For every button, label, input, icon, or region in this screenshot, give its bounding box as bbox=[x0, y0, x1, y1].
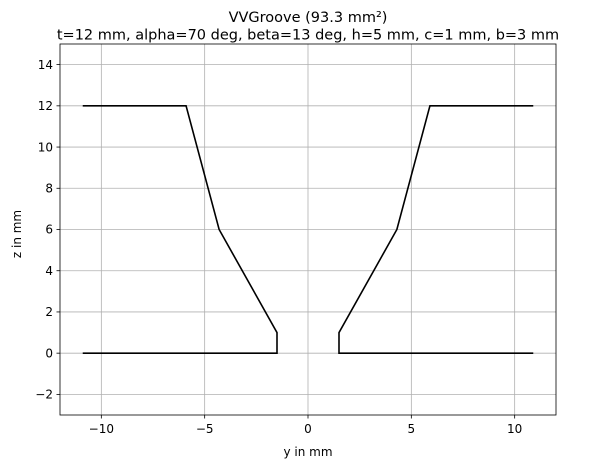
groove-profile-right bbox=[338, 105, 534, 354]
grid bbox=[60, 44, 556, 415]
x-tick-label: 10 bbox=[507, 422, 522, 436]
y-axis-label: z in mm bbox=[10, 210, 24, 258]
y-tick-label: 14 bbox=[38, 58, 53, 72]
y-tick-label: 4 bbox=[45, 264, 53, 278]
chart-subtitle: t=12 mm, alpha=70 deg, beta=13 deg, h=5 … bbox=[57, 28, 559, 44]
x-tick-label: 5 bbox=[408, 422, 416, 436]
y-tick-label: 12 bbox=[38, 99, 53, 113]
x-axis-label: y in mm bbox=[283, 445, 332, 459]
x-tick-label: −5 bbox=[196, 422, 214, 436]
x-tick-label: −10 bbox=[89, 422, 114, 436]
y-tick-label: 6 bbox=[45, 223, 53, 237]
y-tick-label: 10 bbox=[38, 140, 53, 154]
plot-series bbox=[82, 105, 534, 354]
y-tick-label: −2 bbox=[35, 388, 53, 402]
y-tick-label: 0 bbox=[45, 346, 53, 360]
groove-profile-left bbox=[82, 105, 278, 354]
y-tick-label: 8 bbox=[45, 181, 53, 195]
plot-frame bbox=[59, 43, 557, 416]
chart-title: VVGroove (93.3 mm²) bbox=[229, 10, 388, 26]
axis-ticks: −10 −5 0 5 10 −2 0 2 4 6 8 10 12 14 bbox=[35, 58, 522, 436]
x-tick-label: 0 bbox=[304, 422, 312, 436]
y-tick-label: 2 bbox=[45, 305, 53, 319]
